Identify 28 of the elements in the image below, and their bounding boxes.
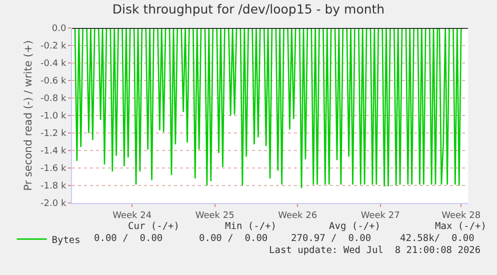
y-tick-label: -1.2 k xyxy=(40,129,67,140)
y-tick-label: -2.0 k xyxy=(40,199,67,210)
text: 270.97 / 0.00 xyxy=(291,233,372,244)
y-tick-label: -0.2 k xyxy=(40,42,67,52)
x-tick-label: Week 26 xyxy=(278,210,318,221)
chart-title: Disk throughput for /dev/loop15 - by month xyxy=(112,1,385,16)
y-tick-label: -1.8 k xyxy=(40,182,67,192)
text: Last update: Wed Jul 8 21:00:08 2026 xyxy=(269,245,481,256)
y-tick-label: -0.4 k xyxy=(40,59,67,70)
text: Min (-/+) xyxy=(225,221,276,232)
text: 42.58k/ 0.00 xyxy=(400,233,475,244)
x-tick-label: Week 28 xyxy=(442,210,481,221)
y-tick-label: -1.4 k xyxy=(40,146,67,157)
y-axis-title: Pr second read (-) / write (+) xyxy=(22,40,34,191)
text: 0.00 / 0.00 xyxy=(199,233,268,244)
text: 0.00 / 0.00 xyxy=(94,233,163,244)
y-tick-label: -0.6 k xyxy=(40,76,67,87)
x-tick-label: Week 25 xyxy=(195,210,234,221)
y-tick-label: -1.6 k xyxy=(40,164,67,174)
text: Cur (-/+) xyxy=(128,221,180,232)
y-tick-label: -1.0 k xyxy=(40,112,67,122)
legend-label: Bytes xyxy=(52,234,80,246)
y-tick-label: 0.0 xyxy=(52,24,66,34)
text: Avg (-/+) xyxy=(329,221,380,232)
y-tick-label: -0.8 k xyxy=(40,94,67,104)
x-tick-label: Week 24 xyxy=(112,210,152,221)
text: Max (-/+) xyxy=(435,221,486,232)
x-tick-label: Week 27 xyxy=(360,210,400,221)
